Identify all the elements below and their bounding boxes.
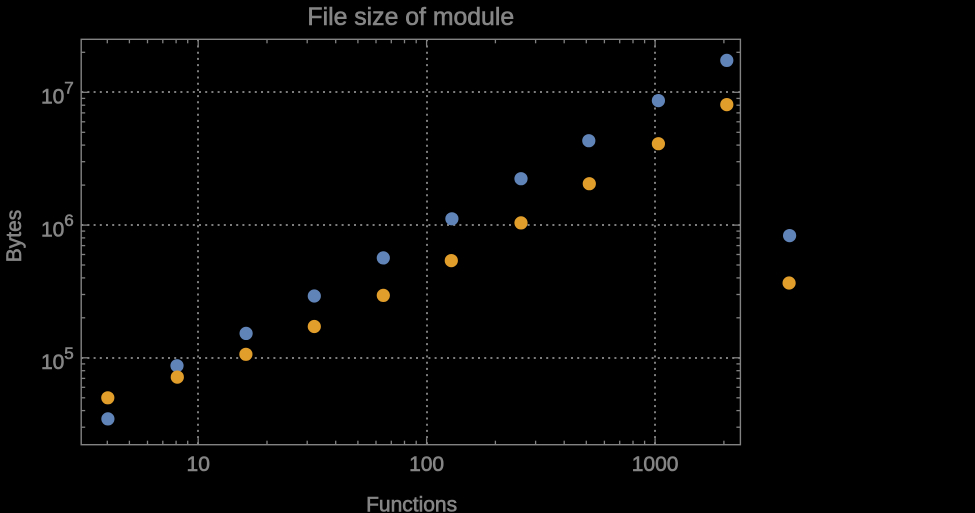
svg-text:Bytes: Bytes <box>3 210 26 263</box>
svg-text:100: 100 <box>409 453 444 476</box>
svg-text:10: 10 <box>41 351 64 374</box>
svg-text:5: 5 <box>64 344 73 363</box>
svg-text:7: 7 <box>64 78 73 97</box>
svg-text:10: 10 <box>41 86 64 109</box>
svg-text:10: 10 <box>187 453 210 476</box>
svg-text:6: 6 <box>64 211 73 230</box>
svg-text:Functions: Functions <box>366 494 457 513</box>
svg-text:File size of module: File size of module <box>307 4 514 31</box>
svg-text:10: 10 <box>41 218 64 241</box>
svg-text:1000: 1000 <box>632 453 679 476</box>
